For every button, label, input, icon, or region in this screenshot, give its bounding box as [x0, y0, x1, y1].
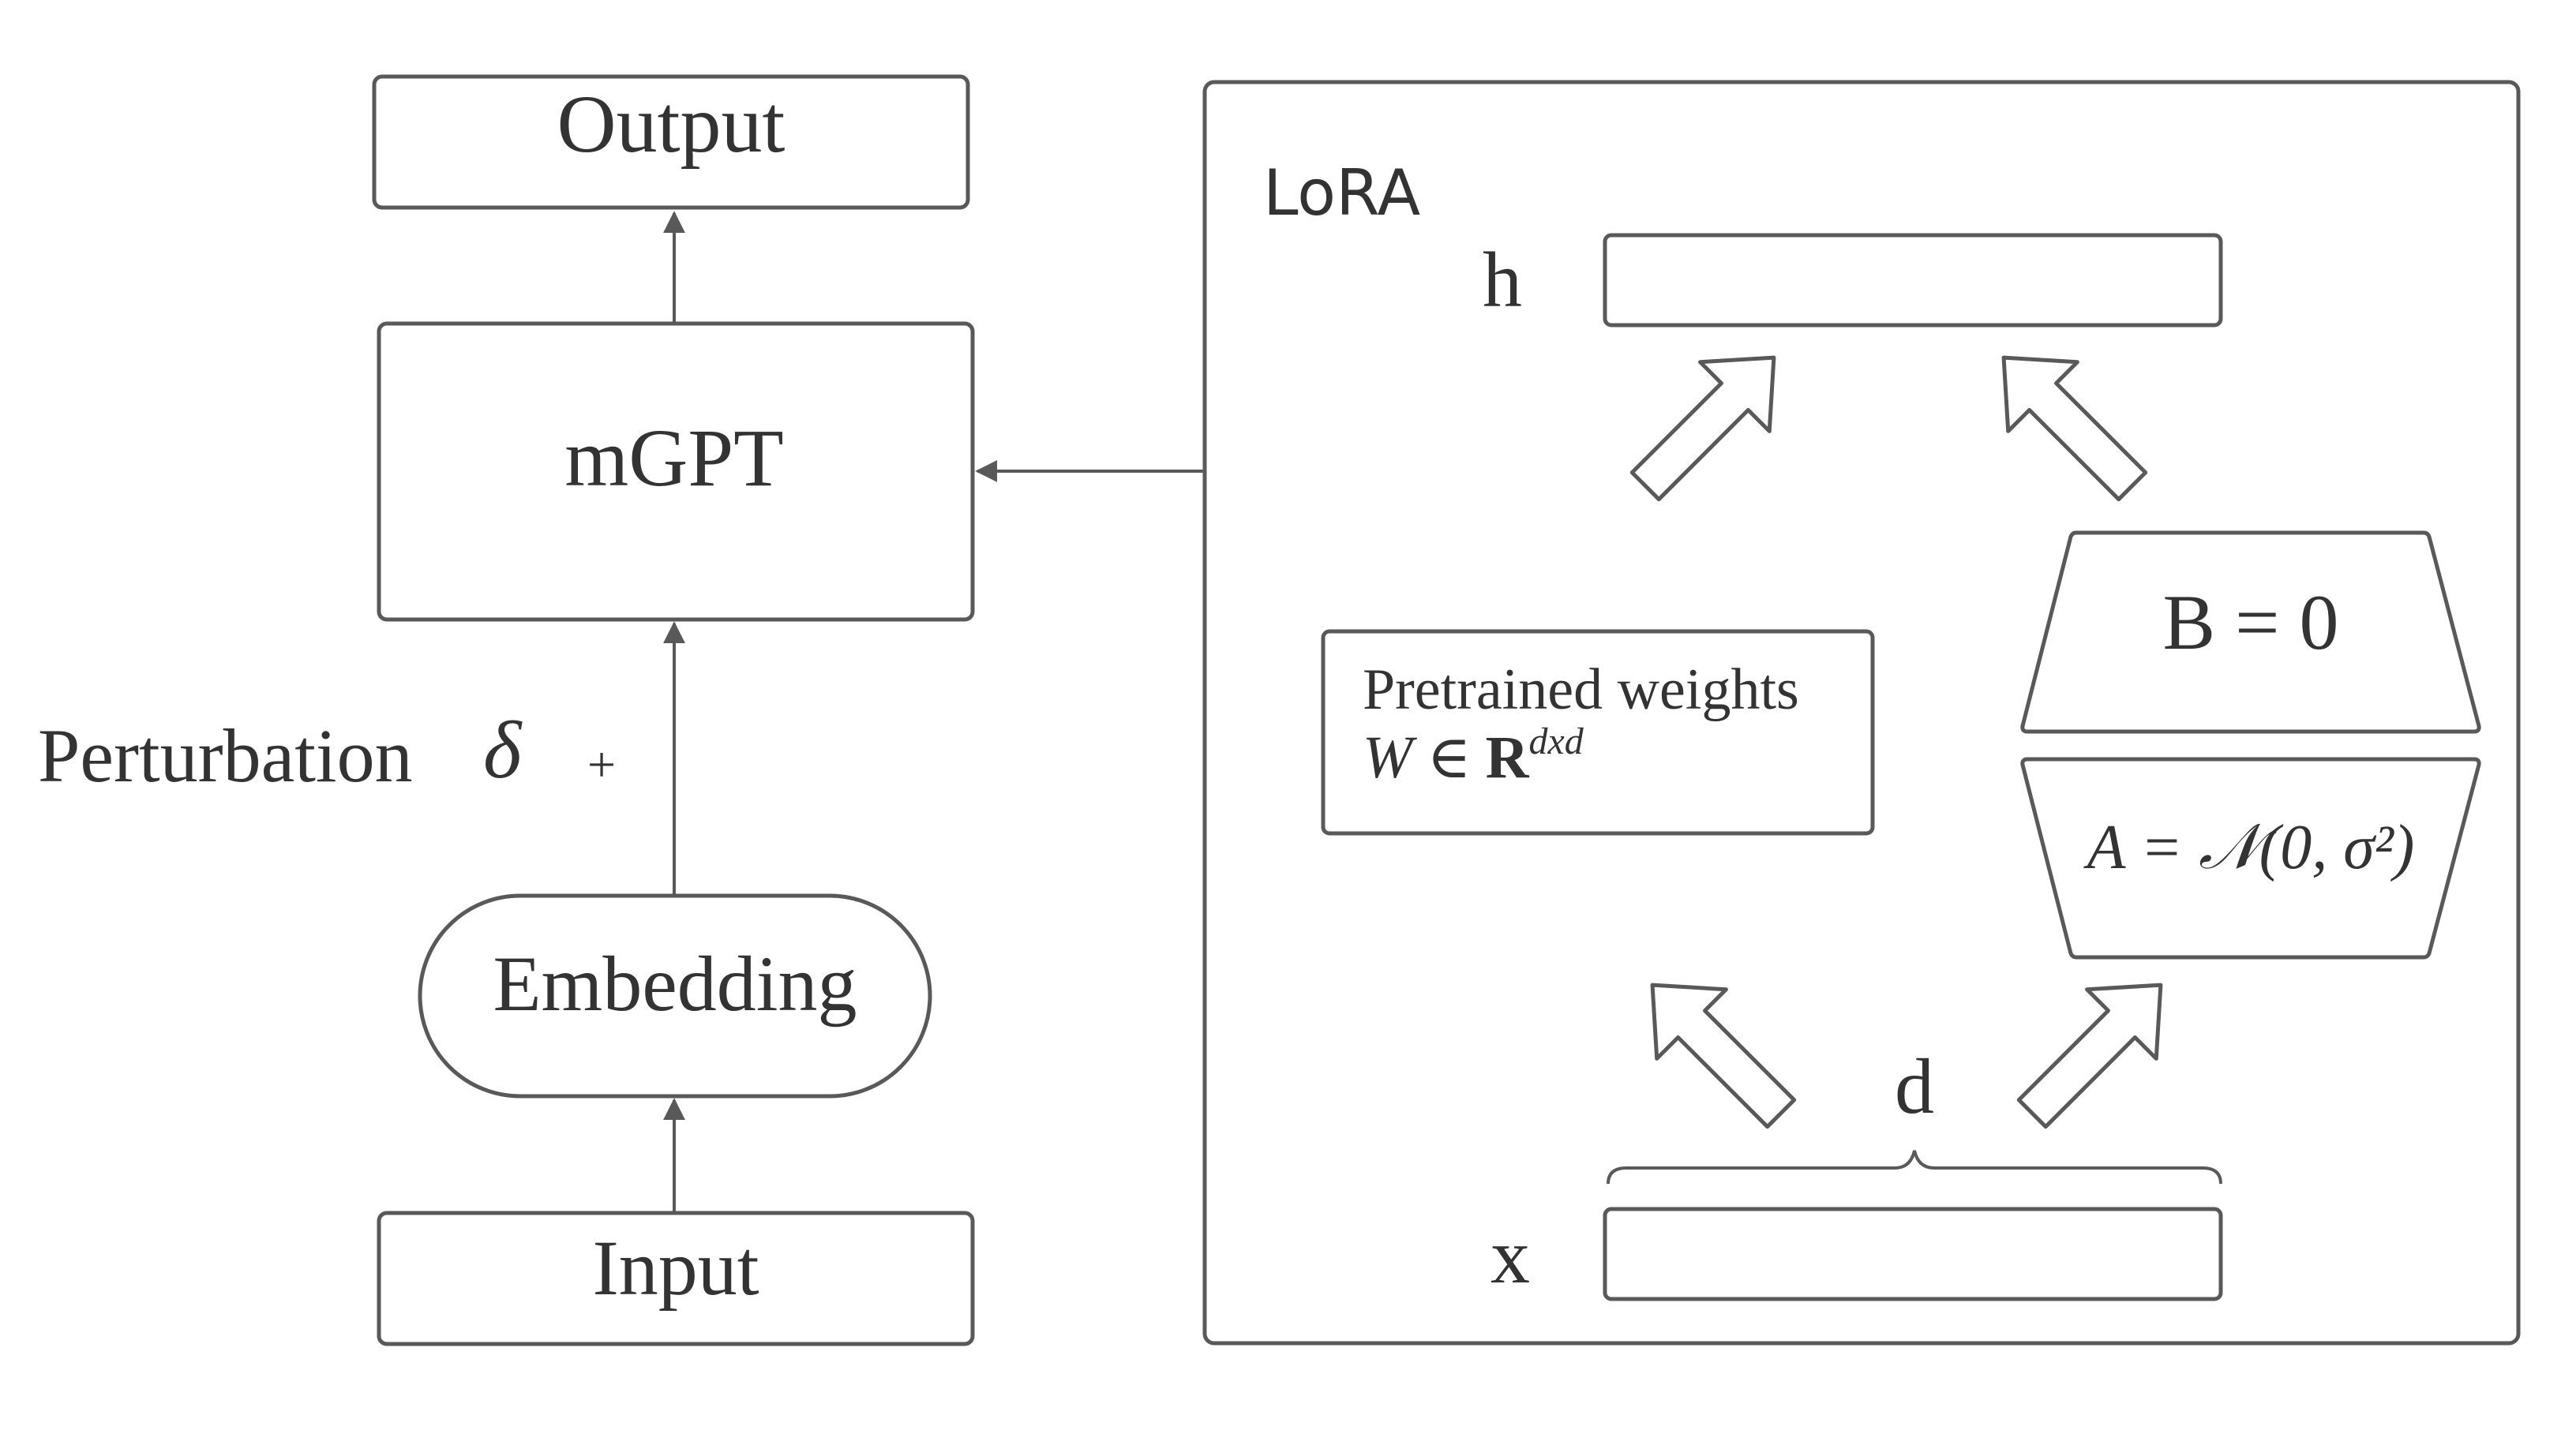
up-arrow-right-from-x — [2016, 983, 2163, 1129]
x-label: x — [1490, 1212, 1530, 1300]
b-matrix-label: B = 0 — [2162, 578, 2338, 666]
perturbation-plus: + — [587, 736, 616, 792]
b-matrix-trapezoid — [2020, 530, 2481, 734]
d-label: d — [1895, 1043, 1934, 1130]
perturbation-delta: δ — [483, 705, 523, 795]
perturbation-annotation: Perturbation δ + — [38, 705, 616, 798]
embedding-node: Embedding — [418, 893, 932, 1099]
a-matrix-trapezoid — [2020, 757, 2481, 960]
pretrained-r: R — [1486, 724, 1530, 791]
pretrained-in: ∈ — [1427, 724, 1471, 791]
mgpt-label: mGPT — [564, 413, 783, 504]
mgpt-node: mGPT — [377, 321, 975, 622]
h-label: h — [1483, 236, 1522, 324]
lora-panel: LoRA h Pretrained weights W ∈ Rdxd B = 0 A… — [1202, 80, 2521, 1346]
input-label: Input — [592, 1224, 759, 1312]
lora-title: LoRA — [1263, 156, 1420, 230]
output-node: Output — [372, 74, 970, 210]
up-arrow-right-to-h — [2001, 355, 2148, 502]
embedding-label: Embedding — [493, 940, 857, 1028]
pretrained-w: W — [1363, 724, 1418, 791]
x-vector — [1603, 1207, 2223, 1301]
a-matrix-label: A = 𝒩(0, σ²) — [2083, 813, 2415, 882]
pretrained-sup: dxd — [1528, 721, 1584, 762]
pretrained-line1: Pretrained weights — [1363, 657, 1799, 722]
dimension-brace — [1607, 1150, 2222, 1185]
up-arrow-left-from-x — [1650, 983, 1797, 1129]
perturbation-label: Perturbation — [38, 713, 413, 798]
up-arrow-left-to-h — [1629, 355, 1776, 502]
pretrained-weights-box — [1321, 629, 1875, 836]
input-node: Input — [377, 1211, 975, 1346]
h-vector — [1603, 233, 2223, 328]
output-label: Output — [557, 79, 786, 170]
pretrained-formula: W ∈ Rdxd — [1363, 721, 1584, 791]
